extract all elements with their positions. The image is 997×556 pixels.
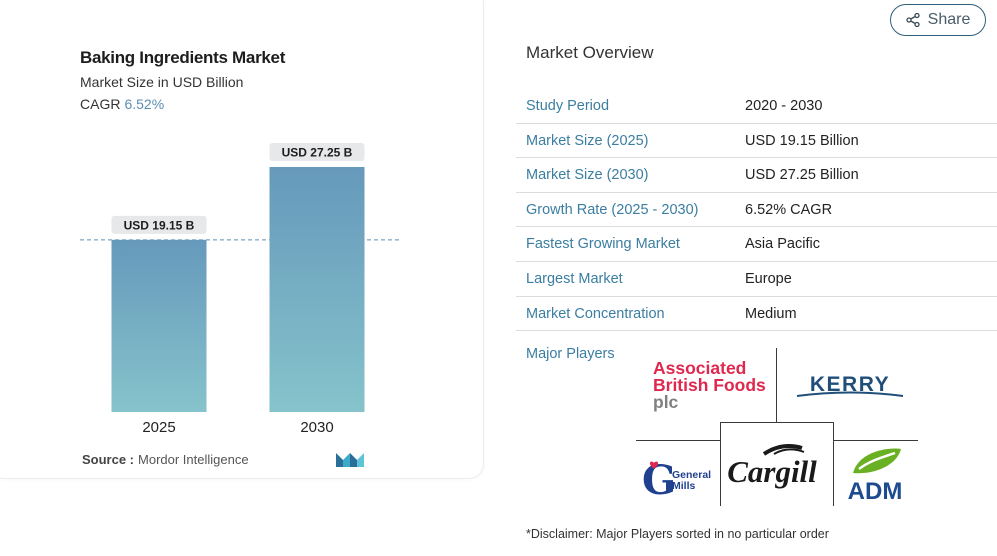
grid-divider [720, 422, 833, 423]
share-icon [905, 13, 920, 27]
overview-key: Market Size (2030) [526, 167, 649, 184]
kerry-logo-text: KERRY [810, 373, 890, 396]
overview-value: USD 19.15 Billion [745, 132, 859, 149]
grid-divider [833, 422, 834, 506]
source-label: Source : [82, 452, 135, 467]
grid-divider [636, 440, 720, 441]
svg-text:G: G [642, 457, 676, 502]
adm-logo-text: ADM [848, 478, 903, 503]
cagr-label: CAGR [80, 96, 121, 112]
cargill-logo: Cargill [727, 444, 817, 489]
overview-key: Market Size (2025) [526, 132, 649, 149]
abf-logo-line: plc [653, 392, 679, 412]
overview-title: Market Overview [526, 43, 654, 62]
chart-card [0, 0, 483, 478]
data-label-bg [111, 215, 207, 234]
adm-logo: ADM [848, 448, 903, 503]
data-label: USD 19.15 B [124, 218, 195, 232]
overview-value: 6.52% CAGR [745, 201, 833, 218]
mordor-intelligence-logo [336, 453, 364, 467]
overview-table: Study Period 2020 - 2030 Market Size (20… [516, 89, 997, 332]
overview-row-study-period: Study Period 2020 - 2030 [516, 89, 997, 124]
overview-key: Fastest Growing Market [526, 236, 680, 253]
overview-value: Europe [745, 270, 792, 287]
overview-row-concentration: Market Concentration Medium [516, 297, 997, 332]
source-value: Mordor Intelligence [138, 452, 249, 467]
x-tick-label: 2030 [300, 419, 333, 436]
share-label: Share [927, 11, 971, 28]
grid-divider [776, 348, 777, 422]
disclaimer: *Disclaimer: Major Players sorted in no … [526, 527, 829, 541]
overview-key: Study Period [526, 98, 610, 114]
data-label-bg [269, 143, 365, 161]
cagr-value: 6.52% [124, 96, 165, 112]
cargill-logo-text: Cargill [727, 454, 817, 489]
overview-key: Largest Market [526, 270, 623, 287]
overview-row-market-size-2025: Market Size (2025) USD 19.15 Billion [516, 124, 997, 159]
major-players-label: Major Players [526, 346, 615, 362]
overview-value: 2020 - 2030 [745, 98, 823, 114]
general-mills-logo: G General Mills [642, 457, 711, 502]
data-label: USD 27.25 B [282, 146, 353, 160]
overview-row-fastest-growing: Fastest Growing Market Asia Pacific [516, 227, 997, 262]
overview-row-growth-rate: Growth Rate (2025 - 2030) 6.52% CAGR [516, 193, 997, 228]
grid-divider [720, 422, 721, 506]
overview-key: Growth Rate (2025 - 2030) [526, 201, 699, 218]
bar-2030 [269, 167, 365, 412]
x-tick-label: 2025 [142, 419, 175, 436]
gm-logo-line: General [672, 469, 711, 481]
overview-value: USD 27.25 Billion [745, 167, 859, 184]
cagr-line: CAGR 6.52% [80, 96, 164, 112]
grid-divider [833, 440, 918, 441]
overview-row-market-size-2030: Market Size (2030) USD 27.25 Billion [516, 158, 997, 193]
chart-title: Baking Ingredients Market [80, 48, 286, 67]
bar-chart: USD 19.15 B 2025 USD 27.25 B 2030 [80, 143, 400, 436]
bar-2025 [111, 239, 207, 412]
abf-logo-line: British Foods [653, 375, 766, 395]
overview-value: Asia Pacific [745, 236, 820, 253]
overview-key: Market Concentration [526, 305, 665, 322]
chart-subtitle: Market Size in USD Billion [80, 74, 244, 90]
kerry-logo: KERRY [796, 373, 904, 397]
abf-logo: Associated British Foods plc [653, 358, 766, 412]
overview-row-largest-market: Largest Market Europe [516, 262, 997, 297]
overview-value: Medium [745, 305, 797, 322]
gm-logo-line: Mills [672, 480, 695, 492]
major-players-grid: Associated British Foods plc KERRY G Gen… [636, 348, 918, 506]
source-line: Source : Mordor Intelligence [82, 452, 249, 467]
abf-logo-line: Associated [653, 358, 747, 378]
share-button[interactable]: Share [890, 4, 986, 36]
